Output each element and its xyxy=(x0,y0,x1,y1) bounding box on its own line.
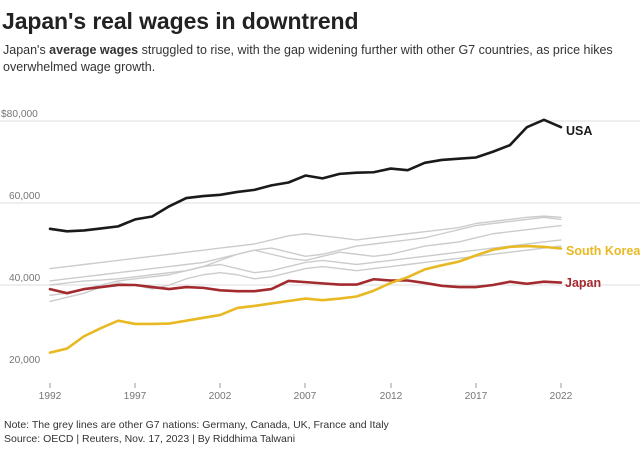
svg-text:1992: 1992 xyxy=(39,391,62,402)
svg-text:South Korea: South Korea xyxy=(566,244,640,258)
svg-text:2022: 2022 xyxy=(550,391,573,402)
svg-text:1997: 1997 xyxy=(124,391,147,402)
svg-text:20,000: 20,000 xyxy=(9,355,40,366)
svg-text:USA: USA xyxy=(566,124,592,138)
svg-text:2002: 2002 xyxy=(209,391,232,402)
svg-text:60,000: 60,000 xyxy=(9,191,40,202)
svg-text:Japan: Japan xyxy=(565,276,601,290)
svg-text:40,000: 40,000 xyxy=(9,273,40,284)
svg-text:2017: 2017 xyxy=(465,391,488,402)
svg-text:2012: 2012 xyxy=(380,391,403,402)
svg-text:$80,000: $80,000 xyxy=(1,109,38,120)
svg-text:2007: 2007 xyxy=(294,391,317,402)
